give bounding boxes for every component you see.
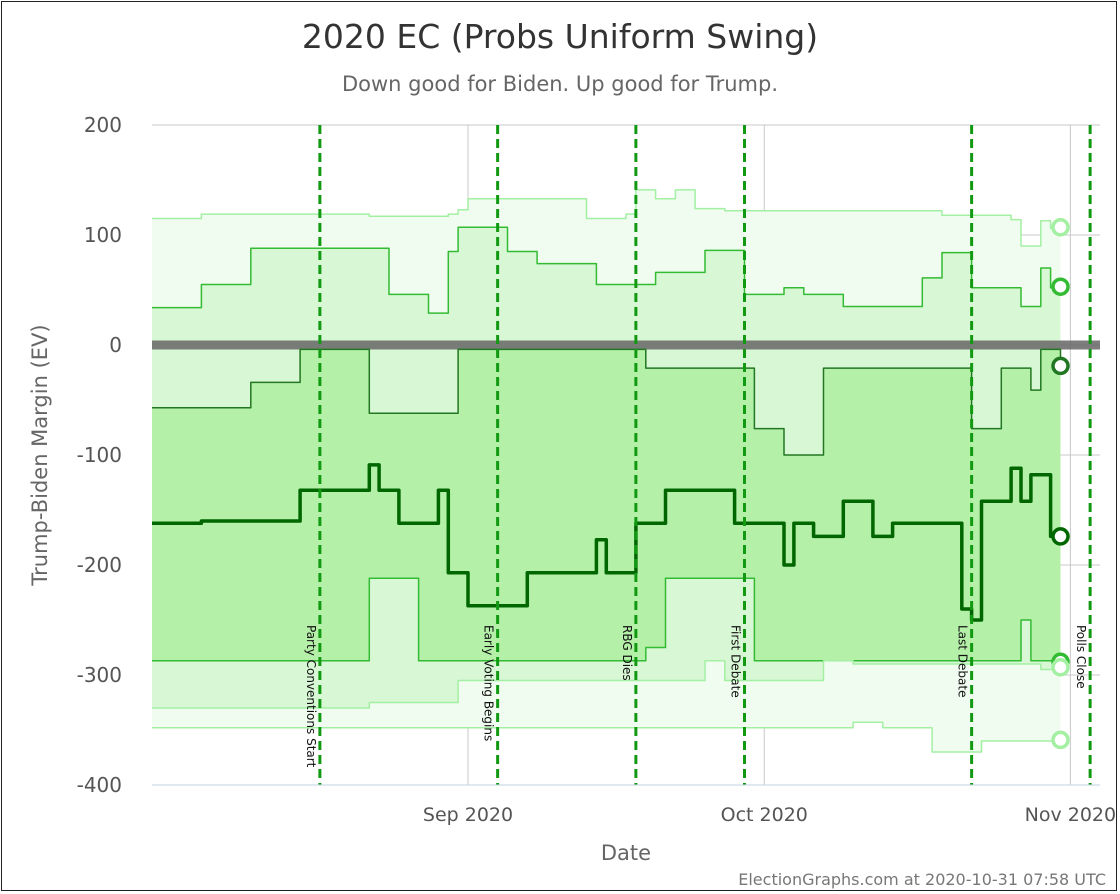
y-tick-label: 200 <box>84 113 122 137</box>
end-point-outer_upper <box>1051 218 1070 237</box>
chart-subtitle: Down good for Biden. Up good for Trump. <box>342 72 778 96</box>
end-point-outer_lower_2 <box>1051 730 1070 750</box>
footer-credit: ElectionGraphs.com at 2020-10-31 07:58 U… <box>738 870 1106 889</box>
end-point-lower_mid <box>1051 356 1070 376</box>
series-lines <box>152 189 1062 753</box>
event-label: Party Conventions Start <box>304 625 318 768</box>
x-axis-label: Date <box>601 841 651 865</box>
end-point-markers <box>1051 218 1070 750</box>
y-tick-label: 100 <box>84 223 122 247</box>
band-inner <box>152 349 1061 661</box>
series-line-lower <box>152 577 1061 662</box>
end-point-upper <box>1051 277 1070 296</box>
axes: 200 100 0 -100 -200 -300 -400 Sep 2020 Oct 2020 N… <box>77 113 1117 826</box>
series-line-expected <box>152 463 1061 622</box>
event-label: Early Voting Begins <box>482 625 496 741</box>
end-point-outer_lower <box>1051 658 1070 677</box>
series-line-lower_mid <box>152 348 1062 456</box>
series-line-upper <box>152 226 1061 314</box>
y-tick-label: -100 <box>77 443 122 467</box>
series-line-outer_lower <box>152 659 1061 709</box>
series-line-outer_upper <box>152 189 1061 247</box>
y-tick-label: 0 <box>109 333 122 357</box>
event-markers: Party Conventions Start Early Voting Begi… <box>304 125 1092 785</box>
x-tick-label: Nov 2020 <box>1025 804 1116 826</box>
x-tick-label: Sep 2020 <box>423 804 513 826</box>
y-tick-label: -200 <box>77 553 122 577</box>
x-tick-label: Oct 2020 <box>721 804 808 826</box>
event-label: Polls Close <box>1074 625 1088 689</box>
y-axis-label: Trump-Biden Margin (EV) <box>28 324 52 586</box>
y-tick-label: -300 <box>77 663 122 687</box>
series-line-outer_lower_2 <box>152 721 1062 753</box>
y-tick-label: -400 <box>77 773 122 797</box>
end-point-expected <box>1051 527 1070 546</box>
event-label: RBG Dies <box>620 625 634 681</box>
event-label: Last Debate <box>956 625 970 698</box>
probability-bands <box>152 189 1100 752</box>
event-label: First Debate <box>729 625 743 698</box>
chart-title: 2020 EC (Probs Uniform Swing) <box>302 17 818 56</box>
